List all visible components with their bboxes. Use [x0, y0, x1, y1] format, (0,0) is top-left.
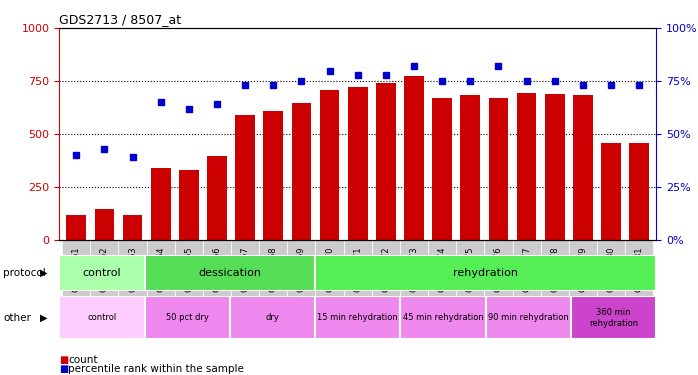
Bar — [207, 156, 227, 240]
Bar — [263, 111, 283, 240]
Bar — [151, 168, 170, 240]
Bar — [231, 240, 259, 335]
Bar — [376, 83, 396, 240]
Text: 45 min rehydration: 45 min rehydration — [403, 314, 483, 322]
Bar — [123, 214, 142, 240]
Bar — [288, 240, 315, 335]
Bar — [119, 240, 147, 335]
Bar — [400, 240, 428, 335]
Bar — [59, 255, 144, 291]
Text: ■: ■ — [59, 364, 68, 374]
Bar — [174, 240, 203, 335]
Bar — [630, 142, 649, 240]
Bar — [94, 209, 114, 240]
Text: protocol: protocol — [3, 268, 46, 278]
Bar — [489, 98, 508, 240]
Bar — [62, 240, 90, 335]
Text: percentile rank within the sample: percentile rank within the sample — [68, 364, 244, 374]
Bar — [179, 170, 199, 240]
Text: 90 min rehydration: 90 min rehydration — [488, 314, 569, 322]
Text: count: count — [68, 355, 98, 365]
Bar — [432, 98, 452, 240]
Bar — [601, 142, 621, 240]
Bar — [461, 95, 480, 240]
Bar — [292, 104, 311, 240]
Bar — [597, 240, 625, 335]
Bar — [230, 296, 315, 339]
Bar — [59, 296, 144, 339]
Bar — [372, 240, 400, 335]
Bar — [203, 240, 231, 335]
Bar — [545, 94, 565, 240]
Bar — [484, 240, 512, 335]
Bar — [348, 87, 368, 240]
Text: dry: dry — [265, 314, 279, 322]
Bar — [401, 296, 486, 339]
Bar — [315, 240, 343, 335]
Bar — [625, 240, 653, 335]
Bar — [512, 240, 541, 335]
Bar — [571, 296, 656, 339]
Bar — [144, 296, 230, 339]
Bar — [404, 76, 424, 240]
Text: 360 min
rehydration: 360 min rehydration — [589, 308, 638, 327]
Text: control: control — [87, 314, 117, 322]
Bar — [315, 255, 656, 291]
Text: 50 pct dry: 50 pct dry — [166, 314, 209, 322]
Text: other: other — [3, 313, 31, 323]
Text: control: control — [82, 268, 121, 278]
Bar — [90, 240, 119, 335]
Bar — [428, 240, 456, 335]
Bar — [315, 296, 401, 339]
Bar — [147, 240, 174, 335]
Bar — [343, 240, 372, 335]
Bar — [541, 240, 569, 335]
Bar — [486, 296, 571, 339]
Text: ■: ■ — [59, 355, 68, 365]
Text: dessication: dessication — [198, 268, 261, 278]
Text: ▶: ▶ — [40, 268, 47, 278]
Bar — [456, 240, 484, 335]
Bar — [517, 93, 537, 240]
Text: GDS2713 / 8507_at: GDS2713 / 8507_at — [59, 13, 181, 26]
Bar — [259, 240, 288, 335]
Text: 15 min rehydration: 15 min rehydration — [318, 314, 398, 322]
Text: rehydration: rehydration — [453, 268, 518, 278]
Bar — [569, 240, 597, 335]
Text: ▶: ▶ — [40, 313, 47, 323]
Bar — [66, 214, 86, 240]
Bar — [573, 95, 593, 240]
Bar — [320, 90, 339, 240]
Bar — [144, 255, 315, 291]
Bar — [235, 115, 255, 240]
